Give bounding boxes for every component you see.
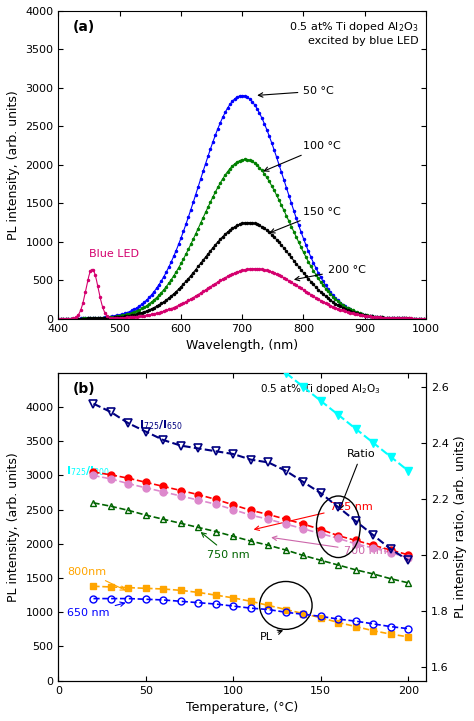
Y-axis label: PL intensity, (arb. units): PL intensity, (arb. units) <box>7 452 20 601</box>
Text: 50 °C: 50 °C <box>258 86 334 97</box>
Text: 0.5 at% Ti doped Al$_2$O$_3$: 0.5 at% Ti doped Al$_2$O$_3$ <box>261 382 382 396</box>
Y-axis label: PL intensity, (arb. units): PL intensity, (arb. units) <box>7 90 20 239</box>
Text: Blue LED: Blue LED <box>89 249 139 259</box>
Text: 650 nm: 650 nm <box>67 602 125 618</box>
X-axis label: Wavelength, (nm): Wavelength, (nm) <box>186 339 298 352</box>
Text: 700 nm: 700 nm <box>273 536 386 556</box>
Text: 750 nm: 750 nm <box>201 533 250 559</box>
Text: PL: PL <box>260 630 282 642</box>
Text: (a): (a) <box>73 20 95 34</box>
Text: (b): (b) <box>73 382 96 396</box>
Text: 150 °C: 150 °C <box>270 207 341 233</box>
Text: I$_{725}$/I$_{800}$: I$_{725}$/I$_{800}$ <box>66 464 110 478</box>
Text: 0.5 at% Ti doped Al$_2$O$_3$
excited by blue LED: 0.5 at% Ti doped Al$_2$O$_3$ excited by … <box>289 20 419 45</box>
Text: I$_{725}$/I$_{650}$: I$_{725}$/I$_{650}$ <box>139 418 183 432</box>
Text: Ratio: Ratio <box>339 449 376 509</box>
Text: 725 nm: 725 nm <box>255 502 372 531</box>
Text: 200 °C: 200 °C <box>295 265 366 280</box>
Text: 100 °C: 100 °C <box>264 141 341 172</box>
X-axis label: Temperature, (°C): Temperature, (°C) <box>186 701 298 714</box>
Y-axis label: PL intensity ratio, (arb. units): PL intensity ratio, (arb. units) <box>454 435 467 618</box>
Text: 800nm: 800nm <box>67 567 125 590</box>
